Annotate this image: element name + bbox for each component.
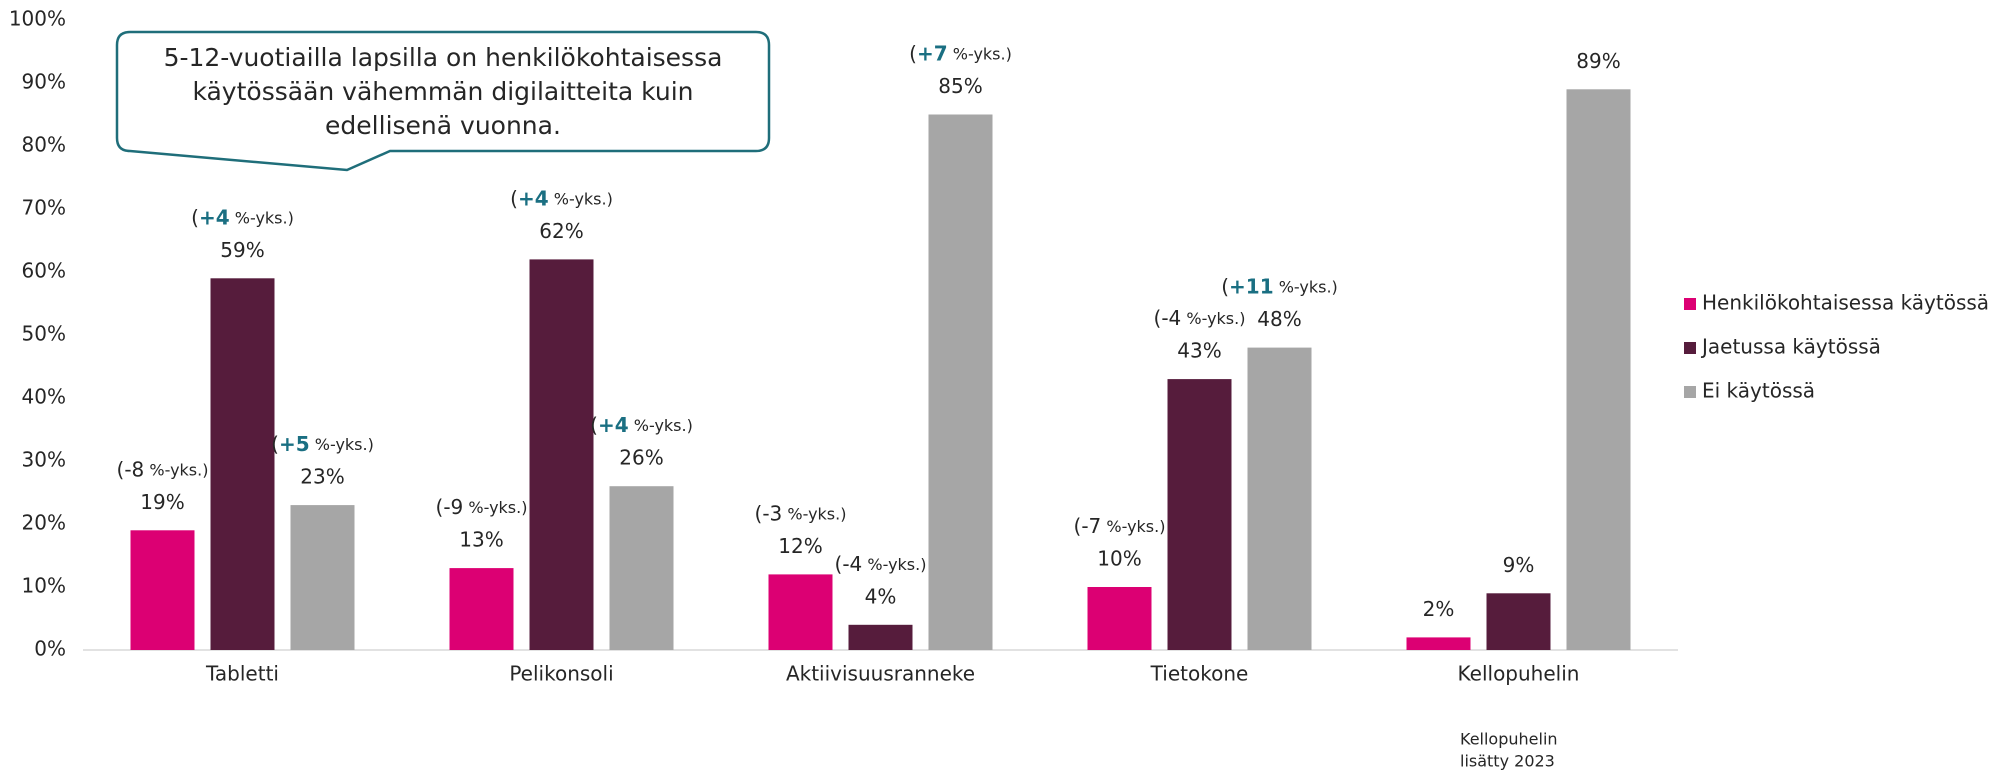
x-tick-label: Kellopuhelin	[1458, 662, 1580, 686]
bar	[609, 486, 674, 650]
value-label: 10%	[1097, 547, 1141, 571]
callout-text: edellisenä vuonna.	[325, 111, 561, 140]
bar	[1247, 347, 1312, 650]
value-label: 23%	[300, 465, 344, 489]
change-label: (+4 %-yks.)	[590, 413, 693, 437]
value-label: 2%	[1423, 597, 1455, 621]
value-label: 26%	[619, 446, 663, 470]
legend-swatch	[1684, 386, 1696, 398]
y-tick-label: 90%	[22, 70, 66, 94]
legend-label: Jaetussa käytössä	[1700, 335, 1881, 359]
y-tick-label: 30%	[22, 448, 66, 472]
value-label: 59%	[220, 238, 264, 262]
callout-text: 5-12-vuotiailla lapsilla on henkilökohta…	[164, 43, 723, 72]
change-label: (+5 %-yks.)	[271, 432, 374, 456]
y-tick-label: 60%	[22, 259, 66, 283]
value-label: 4%	[865, 584, 897, 608]
bar	[1486, 593, 1551, 650]
bar	[210, 278, 275, 650]
x-tick-label: Tietokone	[1150, 662, 1249, 686]
bar	[848, 624, 913, 650]
callout-box	[115, 30, 771, 172]
value-label: 19%	[140, 490, 184, 514]
bar	[130, 530, 195, 650]
footnote: lisätty 2023	[1460, 752, 1555, 771]
value-label: 85%	[938, 74, 982, 98]
y-tick-label: 0%	[34, 637, 66, 661]
y-tick-label: 10%	[22, 574, 66, 598]
value-label: 9%	[1503, 553, 1535, 577]
change-label: (-9 %-yks.)	[436, 495, 528, 519]
change-label: (+4 %-yks.)	[510, 186, 613, 210]
value-label: 13%	[459, 528, 503, 552]
value-label: 12%	[778, 534, 822, 558]
y-tick-label: 80%	[22, 133, 66, 157]
x-tick-label: Tabletti	[205, 662, 279, 686]
bar	[928, 114, 993, 650]
bar	[290, 505, 355, 650]
value-label: 62%	[539, 219, 583, 243]
value-label: 89%	[1576, 49, 1620, 73]
x-tick-label: Aktiivisuusranneke	[786, 662, 975, 686]
footnote: Kellopuhelin	[1460, 730, 1558, 749]
y-tick-label: 20%	[22, 511, 66, 535]
change-label: (-7 %-yks.)	[1074, 514, 1166, 538]
bar	[1087, 587, 1152, 650]
legend-label: Ei käytössä	[1702, 379, 1815, 403]
legend-swatch	[1684, 342, 1696, 354]
y-tick-label: 100%	[9, 7, 66, 31]
y-tick-label: 40%	[22, 385, 66, 409]
change-label: (+11 %-yks.)	[1221, 274, 1338, 298]
bar	[768, 574, 833, 650]
legend-label: Henkilökohtaisessa käytössä	[1702, 291, 1989, 315]
change-label: (+7 %-yks.)	[909, 41, 1012, 65]
y-tick-label: 70%	[22, 196, 66, 220]
x-tick-label: Pelikonsoli	[509, 662, 613, 686]
change-label: (-3 %-yks.)	[755, 501, 847, 525]
value-label: 48%	[1257, 307, 1301, 331]
value-label: 43%	[1177, 339, 1221, 363]
change-label: (-8 %-yks.)	[117, 457, 209, 481]
change-label: (-4 %-yks.)	[1154, 306, 1246, 330]
bar	[1167, 379, 1232, 650]
change-label: (+4 %-yks.)	[191, 205, 294, 229]
y-tick-label: 50%	[22, 322, 66, 346]
bar	[1566, 89, 1631, 651]
legend-swatch	[1684, 298, 1696, 310]
change-label: (-4 %-yks.)	[835, 551, 927, 575]
bar	[529, 259, 594, 650]
callout-text: käytössään vähemmän digilaitteita kuin	[192, 77, 693, 106]
bar	[449, 568, 514, 650]
bar	[1406, 637, 1471, 650]
